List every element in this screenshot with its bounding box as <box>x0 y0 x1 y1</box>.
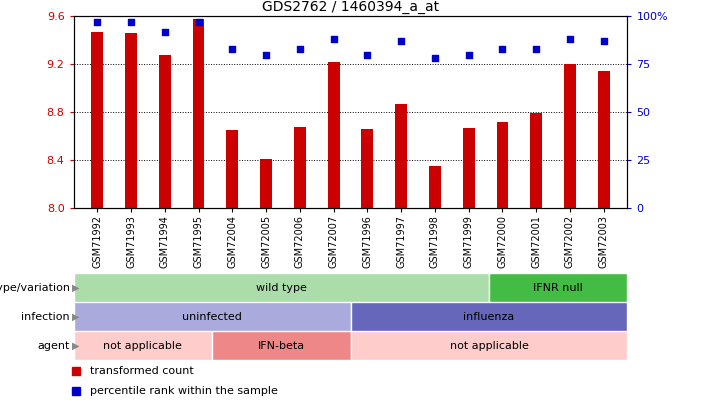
Text: IFNR null: IFNR null <box>533 283 583 292</box>
Text: infection: infection <box>22 312 70 322</box>
Text: percentile rank within the sample: percentile rank within the sample <box>90 386 278 396</box>
Text: not applicable: not applicable <box>449 341 529 351</box>
Title: GDS2762 / 1460394_a_at: GDS2762 / 1460394_a_at <box>262 0 439 14</box>
Point <box>395 38 407 45</box>
Point <box>598 38 609 45</box>
Text: wild type: wild type <box>256 283 307 292</box>
Bar <box>91 32 103 405</box>
Text: uninfected: uninfected <box>182 312 242 322</box>
Bar <box>294 127 306 405</box>
Point <box>497 46 508 52</box>
Text: IFN-beta: IFN-beta <box>258 341 305 351</box>
Bar <box>74 302 351 331</box>
Bar <box>125 33 137 405</box>
Bar <box>362 129 374 405</box>
Bar <box>327 62 339 405</box>
Bar <box>598 71 610 405</box>
Bar <box>531 113 542 405</box>
Point <box>226 46 238 52</box>
Point <box>531 46 542 52</box>
Point <box>429 55 440 62</box>
Text: not applicable: not applicable <box>103 341 182 351</box>
Point <box>92 19 103 25</box>
Point <box>159 28 170 35</box>
Bar <box>350 331 627 360</box>
Bar <box>395 104 407 405</box>
Text: ▶: ▶ <box>72 341 80 351</box>
Text: influenza: influenza <box>463 312 515 322</box>
Point <box>261 51 272 58</box>
Bar <box>212 331 350 360</box>
Bar <box>260 159 272 405</box>
Text: ▶: ▶ <box>72 283 80 292</box>
Bar <box>159 55 170 405</box>
Point <box>564 36 576 43</box>
Bar <box>74 331 212 360</box>
Point <box>328 36 339 43</box>
Text: agent: agent <box>38 341 70 351</box>
Bar <box>429 166 441 405</box>
Point <box>125 19 137 25</box>
Bar <box>463 128 475 405</box>
Bar <box>496 122 508 405</box>
Bar <box>350 302 627 331</box>
Bar <box>489 273 627 302</box>
Point <box>463 51 475 58</box>
Bar <box>564 64 576 405</box>
Point <box>193 19 204 25</box>
Bar <box>74 273 489 302</box>
Point <box>362 51 373 58</box>
Bar <box>226 130 238 405</box>
Text: genotype/variation: genotype/variation <box>0 283 70 292</box>
Point <box>294 46 306 52</box>
Bar <box>193 19 205 405</box>
Text: ▶: ▶ <box>72 312 80 322</box>
Text: transformed count: transformed count <box>90 366 194 375</box>
